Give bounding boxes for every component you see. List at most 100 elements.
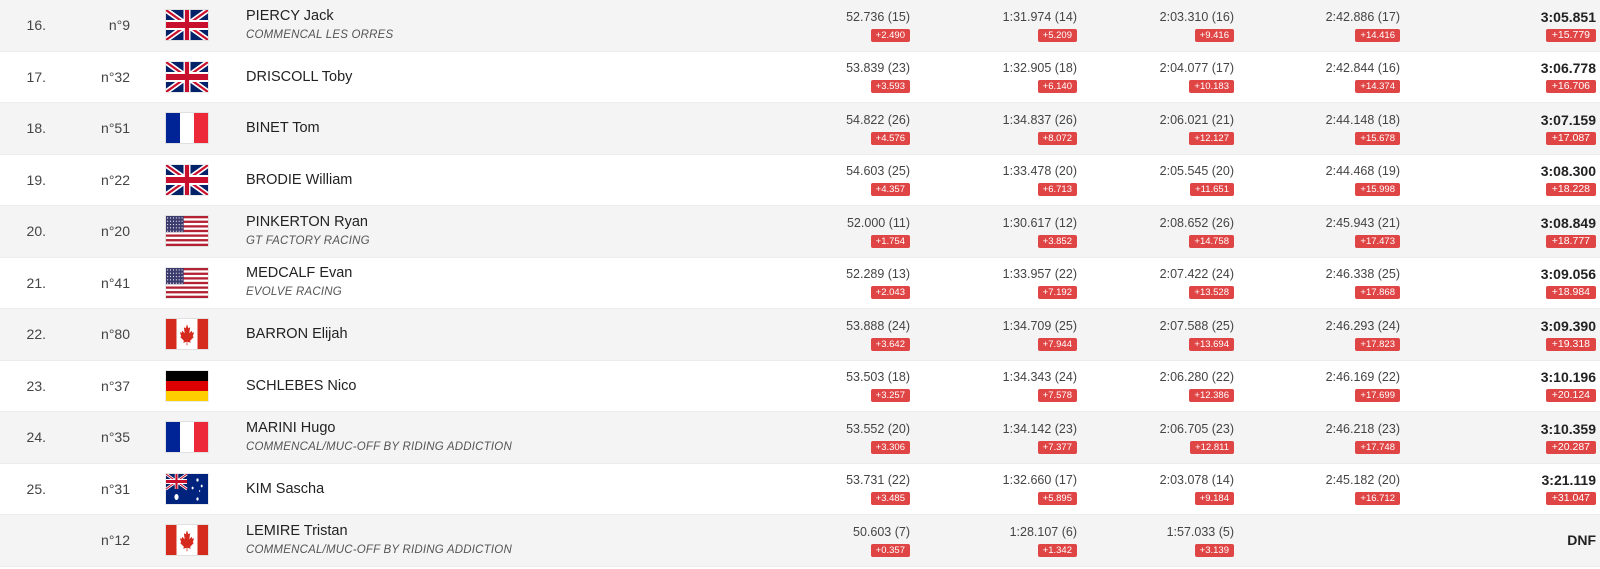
final-time-value: 3:08.300 — [1540, 163, 1596, 180]
split-time: 2:44.148 (18) — [1325, 112, 1400, 127]
split-time: 2:08.652 (26) — [1159, 215, 1234, 230]
split-time: 1:34.709 (25) — [1002, 318, 1077, 333]
split-gap-badge: +13.528 — [1189, 286, 1234, 300]
bib-number: n°20 — [101, 223, 130, 240]
rider-name[interactable]: DRISCOLL Toby — [246, 68, 353, 85]
split-2: 1:32.660 (17) +5.895 — [1003, 464, 1077, 515]
split-gap-badge: +17.699 — [1355, 389, 1400, 403]
split-time: 1:33.478 (20) — [1002, 164, 1077, 179]
table-row[interactable]: 21. n°41 MEDCALF Evan EVOLVE RACING 52.289 (… — [0, 258, 1600, 309]
split-4: 2:46.293 (24) +17.823 — [1326, 309, 1400, 360]
split-2: 1:34.709 (25) +7.944 — [1003, 309, 1077, 360]
split-time: 2:05.545 (20) — [1159, 164, 1234, 179]
table-row[interactable]: 24. n°35 MARINI Hugo COMMENCAL/MUC-OFF BY R… — [0, 412, 1600, 464]
split-time: 1:32.660 (17) — [1002, 473, 1077, 488]
rider-name[interactable]: KIM Sascha — [246, 480, 325, 497]
split-4: 2:44.148 (18) +15.678 — [1326, 103, 1400, 154]
table-row[interactable]: n°12 LEMIRE Tristan COMMENCAL/MUC-OFF BY R… — [0, 515, 1600, 567]
rider-name[interactable]: BINET Tom — [246, 120, 320, 137]
split-time: 2:06.280 (22) — [1159, 370, 1234, 385]
table-row[interactable]: 23. n°37 SCHLEBES Nico 53.503 (18) +3.257 1:3… — [0, 361, 1600, 412]
split-3: 2:05.545 (20) +11.651 — [1160, 155, 1234, 206]
rider-name[interactable]: BARRON Elijah — [246, 326, 348, 343]
final-time: 3:05.851 +15.779 — [1541, 0, 1596, 51]
bib-number: n°31 — [101, 480, 130, 497]
split-gap-badge: +7.192 — [1037, 286, 1077, 300]
table-row[interactable]: 16. n°9 PIERCY Jack COMMENCAL LES ORRES 52.7… — [0, 0, 1600, 52]
rider-name[interactable]: MEDCALF Evan — [246, 265, 353, 282]
split-3: 2:08.652 (26) +14.758 — [1160, 206, 1234, 257]
split-gap-badge: +7.578 — [1037, 389, 1077, 403]
split-2: 1:34.343 (24) +7.578 — [1003, 361, 1077, 412]
rider: MEDCALF Evan EVOLVE RACING — [246, 258, 352, 309]
final-status: DNF — [1567, 532, 1596, 549]
rider: BARRON Elijah — [246, 309, 348, 360]
split-2: 1:32.905 (18) +6.140 — [1003, 52, 1077, 103]
split-4: 2:42.886 (17) +14.416 — [1326, 0, 1400, 51]
rider-name[interactable]: LEMIRE Tristan — [246, 522, 348, 539]
rider-name[interactable]: SCHLEBES Nico — [246, 377, 357, 394]
flag-us-icon — [166, 216, 208, 246]
split-gap-badge: +8.072 — [1037, 131, 1077, 145]
split-3: 2:03.078 (14) +9.184 — [1160, 464, 1234, 515]
split-1: 52.289 (13) +2.043 — [846, 258, 910, 309]
table-row[interactable]: 18. n°51 BINET Tom 54.822 (26) +4.576 1:34.83… — [0, 103, 1600, 155]
rider-name[interactable]: MARINI Hugo — [246, 419, 336, 436]
split-gap-badge: +14.374 — [1355, 80, 1400, 94]
flag-fr-icon — [166, 113, 208, 143]
table-row[interactable]: 25. n°31 KIM Sascha 53.731 (22) +3.485 1:32.6… — [0, 464, 1600, 515]
final-time-value: 3:10.196 — [1540, 369, 1596, 386]
split-gap-badge: +17.823 — [1355, 337, 1400, 351]
split-1: 50.603 (7) +0.357 — [853, 515, 910, 566]
split-1: 54.822 (26) +4.576 — [846, 103, 910, 154]
split-gap-badge: +4.357 — [870, 183, 910, 197]
split-gap-badge: +9.184 — [1194, 492, 1234, 506]
rider-name[interactable]: PIERCY Jack — [246, 7, 334, 24]
team-name: COMMENCAL/MUC-OFF BY RIDING ADDICTION — [246, 543, 512, 556]
split-3: 2:07.588 (25) +13.694 — [1160, 309, 1234, 360]
table-row[interactable]: 20. n°20 PINKERTON Ryan GT FACTORY RACING 52… — [0, 206, 1600, 258]
final-time: DNF — [1567, 515, 1596, 566]
bib-number: n°22 — [101, 171, 130, 188]
split-time: 54.603 (25) — [846, 164, 910, 179]
table-row[interactable]: 22. n°80 BARRON Elijah 53.888 (24) +3.642 1:3… — [0, 309, 1600, 361]
split-3: 1:57.033 (5) +3.139 — [1167, 515, 1234, 566]
split-gap-badge: +15.678 — [1355, 131, 1400, 145]
split-gap-badge: +5.209 — [1037, 28, 1077, 42]
split-2: 1:28.107 (6) +1.342 — [1010, 515, 1077, 566]
bib-number: n°41 — [101, 274, 130, 291]
split-gap-badge: +17.868 — [1355, 286, 1400, 300]
split-time: 1:32.905 (18) — [1002, 61, 1077, 76]
rider-name[interactable]: BRODIE William — [246, 171, 353, 188]
bib-number: n°9 — [108, 17, 130, 34]
final-time: 3:06.778 +16.706 — [1541, 52, 1596, 103]
split-3: 2:03.310 (16) +9.416 — [1160, 0, 1234, 51]
table-row[interactable]: 17. n°32 DRISCOLL Toby 53.839 (23) +3.593 1:3… — [0, 52, 1600, 103]
split-gap-badge: +14.416 — [1355, 28, 1400, 42]
split-gap-badge: +13.694 — [1189, 337, 1234, 351]
final-time: 3:09.390 +19.318 — [1541, 309, 1596, 360]
split-gap-badge: +14.758 — [1189, 234, 1234, 248]
split-time: 2:03.310 (16) — [1159, 9, 1234, 24]
split-gap-badge: +2.043 — [870, 286, 910, 300]
split-gap-badge: +7.377 — [1037, 440, 1077, 454]
final-time-value: 3:07.159 — [1540, 111, 1596, 128]
final-gap-badge: +18.777 — [1545, 234, 1596, 248]
rider-name[interactable]: PINKERTON Ryan — [246, 213, 368, 230]
split-gap-badge: +6.140 — [1037, 80, 1077, 94]
bib-number: n°35 — [101, 429, 130, 446]
split-3: 2:06.280 (22) +12.386 — [1160, 361, 1234, 412]
split-time: 52.000 (11) — [846, 215, 910, 230]
final-gap-badge: +16.706 — [1545, 80, 1596, 94]
split-time: 2:45.182 (20) — [1325, 473, 1400, 488]
split-gap-badge: +2.490 — [870, 28, 910, 42]
split-gap-badge: +3.642 — [870, 337, 910, 351]
split-time: 2:07.422 (24) — [1159, 267, 1234, 282]
final-time: 3:21.119 +31.047 — [1542, 464, 1596, 515]
table-row[interactable]: 19. n°22 BRODIE William 54.603 (25) +4.357 1:… — [0, 155, 1600, 206]
split-3: 2:06.705 (23) +12.811 — [1160, 412, 1234, 463]
split-3: 2:07.422 (24) +13.528 — [1160, 258, 1234, 309]
final-gap-badge: +20.124 — [1545, 389, 1596, 403]
split-gap-badge: +3.485 — [870, 492, 910, 506]
final-time: 3:08.849 +18.777 — [1541, 206, 1596, 257]
